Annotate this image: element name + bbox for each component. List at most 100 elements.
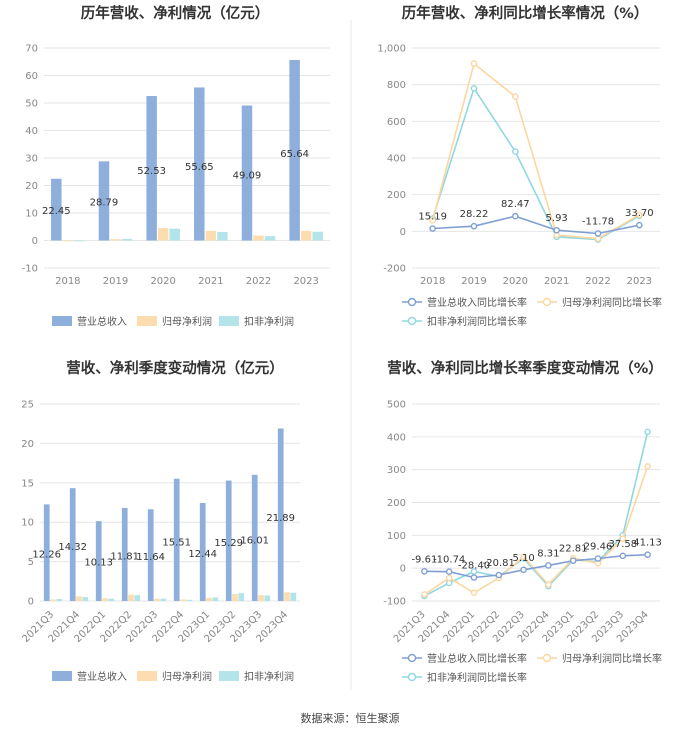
data-label: 65.64 [280, 149, 309, 160]
bar-revenue [194, 87, 205, 241]
data-point [470, 60, 478, 67]
legend-label: 归母净利润 [162, 670, 212, 683]
data-point [594, 230, 602, 237]
data-point [495, 571, 503, 579]
x-tick-label: 2022 [246, 276, 271, 287]
y-tick-label: 300 [387, 465, 406, 476]
data-point [545, 562, 552, 569]
bar-deducted-profit [312, 231, 323, 241]
data-label: 21.89 [266, 513, 295, 524]
bar-revenue [199, 502, 206, 601]
bar-parent-profit [300, 230, 312, 241]
data-label: 11.81 [110, 551, 139, 562]
data-point [594, 235, 602, 242]
bar-parent-profit [76, 596, 82, 601]
bar-revenue [251, 474, 258, 601]
data-point [445, 574, 453, 582]
y-tick-label: 10 [25, 209, 38, 220]
x-tick-label: 2021 [198, 276, 223, 287]
bar-deducted-profit [264, 595, 271, 601]
data-label: 22.45 [42, 206, 71, 217]
bar-parent-profit [205, 230, 217, 241]
bar-deducted-profit [217, 231, 228, 241]
legend-label: 扣非净利润 [244, 670, 294, 683]
x-tick-label: 2019 [103, 276, 128, 287]
data-point [470, 568, 478, 575]
bar-parent-profit [110, 239, 121, 241]
annual-revenue-profit-chart: 历年营收、净利情况（亿元） -10 0 10 20 30 40 50 60 70 2018 2019… [22, 4, 330, 328]
y-tick-label: 800 [387, 80, 406, 91]
bar-parent-profit [206, 597, 212, 601]
annual-growth-rate-chart: 历年营收、净利同比增长率情况（%） -200 0 200 400 600 800 1,000… [377, 4, 662, 328]
data-point [636, 221, 643, 229]
data-label: 22.81 [559, 544, 588, 555]
series-line-revenue-growth [424, 553, 648, 579]
bar-parent-profit [232, 593, 238, 601]
bar-parent-profit [50, 599, 56, 601]
bar-deducted-profit [264, 236, 276, 241]
data-label: 28.79 [90, 197, 119, 208]
data-point [520, 566, 527, 574]
y-tick-label: 400 [387, 432, 406, 443]
legend-label: 营业总收入同比增长率 [427, 296, 527, 309]
series-line-parent-profit-growth [423, 466, 649, 596]
bar-deducted-profit [186, 599, 193, 601]
data-point [429, 225, 436, 232]
bar-revenue [95, 521, 102, 601]
bar-parent-profit [154, 598, 160, 601]
bar-revenue [241, 105, 253, 241]
bar-revenue [51, 178, 62, 241]
y-tick-label: 50 [25, 99, 38, 110]
bar-parent-profit [284, 592, 290, 601]
series-line-deducted-profit-growth [424, 431, 649, 597]
y-tick-label: 20 [21, 439, 34, 450]
data-point [644, 428, 651, 436]
data-label: 14.32 [58, 542, 87, 553]
data-point [445, 568, 453, 575]
bar-deducted-profit [82, 597, 89, 601]
data-point [421, 568, 428, 575]
legend-label: 扣非净利润 [244, 315, 294, 328]
y-tick-label: 20 [25, 181, 38, 192]
x-tick-label: 2019 [461, 276, 486, 287]
data-label: 12.26 [32, 550, 61, 561]
data-label: 37.58 [608, 539, 637, 550]
legend-swatch [219, 671, 239, 681]
data-label: 52.53 [137, 166, 166, 177]
y-tick-label: 500 [387, 400, 406, 411]
y-tick-label: 25 [21, 400, 34, 411]
data-label: 28.22 [460, 209, 489, 220]
data-point [512, 212, 519, 220]
legend-label: 归母净利润同比增长率 [562, 296, 662, 309]
x-tick-label: 2023 [627, 276, 652, 287]
bar-deducted-profit [212, 597, 219, 601]
legend-label: 归母净利润 [162, 315, 212, 328]
bar-parent-profit [253, 235, 264, 241]
bar-deducted-profit [290, 592, 297, 601]
data-point [644, 551, 651, 558]
bar-deducted-profit [74, 240, 85, 242]
data-label: -11.78 [582, 216, 614, 227]
x-tick-label: 2020 [503, 276, 528, 287]
y-tick-label: 600 [387, 117, 406, 128]
bar-parent-profit [258, 595, 264, 601]
data-source: 数据来源：恒生聚源 [301, 711, 400, 725]
bar-deducted-profit [108, 598, 115, 601]
legend-swatch [52, 671, 72, 681]
data-label: 15.51 [162, 537, 191, 548]
bar-deducted-profit [56, 599, 63, 601]
data-label: 82.47 [501, 199, 530, 210]
bar-revenue [146, 96, 157, 241]
data-label: 5.93 [546, 213, 568, 224]
data-point [569, 557, 577, 564]
data-point [512, 93, 519, 100]
data-point [619, 535, 627, 542]
data-label: 33.70 [625, 208, 654, 219]
bar-revenue [173, 478, 180, 601]
x-tick-label: 2018 [55, 276, 80, 287]
bar-deducted-profit [238, 593, 245, 601]
y-tick-label: 200 [387, 498, 406, 509]
bar-parent-profit [157, 228, 169, 241]
data-point [470, 222, 478, 230]
